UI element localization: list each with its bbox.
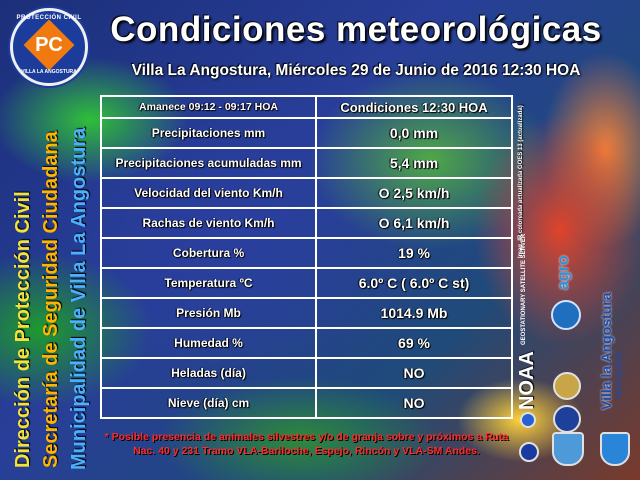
- row-label: Presión Mb: [102, 299, 317, 327]
- row-label: Heladas (día): [102, 359, 317, 387]
- row-value: O 2,5 km/h: [378, 185, 450, 201]
- sunrise-label: Amanece 09:12 - 09:17 HOA: [102, 97, 317, 117]
- municipality-logo-text: Villa la Angostura: [598, 292, 614, 410]
- page-subtitle: Villa La Angostura, Miércoles 29 de Juni…: [131, 62, 581, 79]
- table-row: Velocidad del viento Km/h O 2,5 km/h: [102, 177, 511, 207]
- side-text-secretaria: Secretaría de Seguridad Ciudadana: [40, 131, 62, 468]
- table-row: Precipitaciones mm 0,0 mm: [102, 117, 511, 147]
- row-label: Precipitaciones acumuladas mm: [102, 149, 317, 177]
- row-value: 6.0º C ( 6.0º C st): [358, 275, 470, 291]
- noaa-emblem-icon: [520, 412, 536, 428]
- row-value: 5,4 mm: [389, 155, 439, 171]
- logo-pc-text: PC: [35, 34, 63, 56]
- seal-icon: [553, 372, 581, 400]
- conditions-time: Condiciones 12:30 HOA: [340, 99, 488, 115]
- side-text-direccion: Dirección de Protección Civil: [12, 191, 34, 468]
- table-header-row: Amanece 09:12 - 09:17 HOA Condiciones 12…: [102, 97, 511, 117]
- row-value: NO: [403, 395, 425, 411]
- row-label: Velocidad del viento Km/h: [102, 179, 317, 207]
- municipality-sub-text: Municipalidad: [616, 351, 623, 398]
- table-row: Presión Mb 1014.9 Mb: [102, 297, 511, 327]
- row-label: Nieve (día) cm: [102, 389, 317, 417]
- logo-ring-top-text: PROTECCIÓN CIVIL: [16, 15, 82, 21]
- agro-logo-text: agro: [555, 255, 572, 290]
- side-text-municipalidad: Municipalidad de Villa La Angostura: [68, 127, 90, 470]
- row-label: Rachas de viento Km/h: [102, 209, 317, 237]
- conditions-table: Amanece 09:12 - 09:17 HOA Condiciones 12…: [100, 95, 513, 419]
- wildlife-notice: * Posible presencia de animales silvestr…: [104, 431, 509, 457]
- row-value: 69 %: [398, 335, 430, 351]
- geostationary-credit: GEOSTATIONARY SATELLITE SERVER: [521, 233, 527, 345]
- row-value: 1014.9 Mb: [380, 305, 448, 321]
- row-label: Temperatura ºC: [102, 269, 317, 297]
- table-row: Cobertura % 19 %: [102, 237, 511, 267]
- table-row: Temperatura ºC 6.0º C ( 6.0º C st): [102, 267, 511, 297]
- row-label: Precipitaciones mm: [102, 119, 317, 147]
- row-value: O 6,1 km/h: [378, 215, 450, 231]
- row-value: NO: [403, 365, 425, 381]
- logo-ring-bottom-text: VILLA LA ANGOSTURA: [21, 69, 77, 75]
- nasa-emblem-icon: [519, 442, 539, 462]
- municipality-shield-icon: [600, 432, 630, 466]
- table-row: Rachas de viento Km/h O 6,1 km/h: [102, 207, 511, 237]
- row-value: 19 %: [398, 245, 430, 261]
- table-row: Humedad % 69 %: [102, 327, 511, 357]
- row-label: Cobertura %: [102, 239, 317, 267]
- agro-logo-icon: [551, 300, 581, 330]
- table-row: Precipitaciones acumuladas mm 5,4 mm: [102, 147, 511, 177]
- row-value: 0,0 mm: [389, 125, 439, 141]
- table-row: Nieve (día) cm NO: [102, 387, 511, 417]
- shield-icon: [552, 432, 584, 466]
- row-label: Humedad %: [102, 329, 317, 357]
- noaa-logo: NOAA: [516, 351, 538, 410]
- seal-icon: [553, 405, 581, 433]
- table-row: Heladas (día) NO: [102, 357, 511, 387]
- page-title: Condiciones meteorológicas: [110, 10, 602, 49]
- proteccion-civil-logo: PROTECCIÓN CIVIL PC VILLA LA ANGOSTURA: [10, 8, 88, 86]
